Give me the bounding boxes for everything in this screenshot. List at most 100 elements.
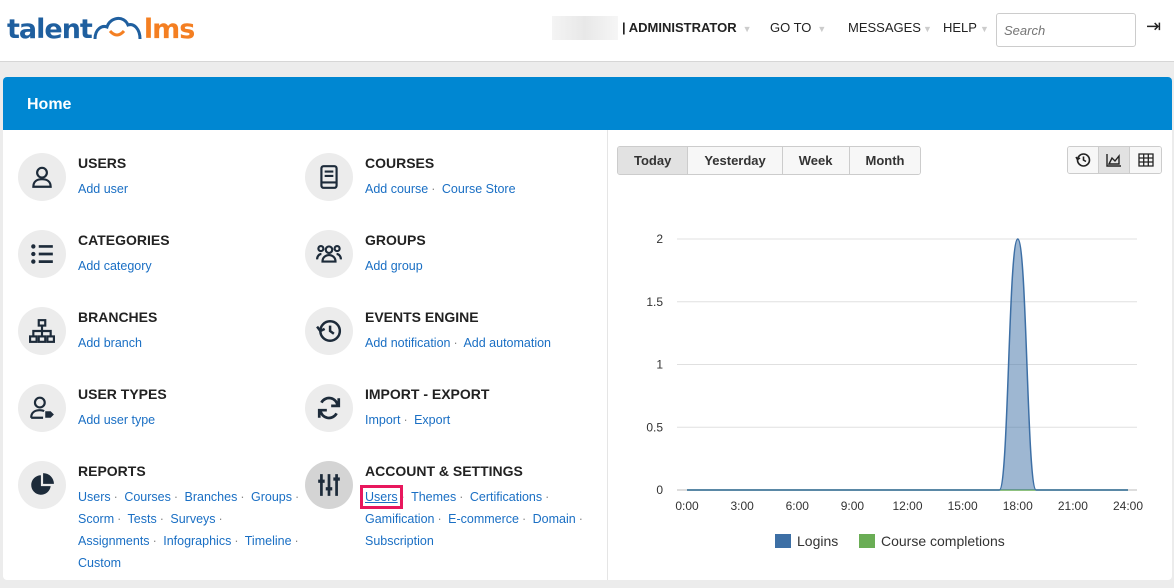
separator: ·: [400, 490, 405, 504]
separator: ·: [173, 490, 179, 504]
group-icon: [305, 230, 353, 278]
link-themes[interactable]: Themes: [411, 490, 457, 504]
separator: ·: [453, 336, 458, 350]
separator: ·: [578, 512, 583, 526]
tab-yesterday[interactable]: Yesterday: [688, 147, 783, 174]
x-tick-label: 12:00: [892, 499, 922, 513]
separator: ·: [459, 490, 464, 504]
caret-down-icon: ▼: [922, 24, 932, 34]
link-infographics[interactable]: Infographics: [163, 534, 232, 548]
divider: [607, 130, 608, 580]
link-add-category[interactable]: Add category: [78, 259, 152, 273]
history-icon: [1075, 153, 1091, 167]
table-icon: [1137, 153, 1154, 167]
link-export[interactable]: Export: [414, 413, 451, 427]
separator: ·: [521, 512, 527, 526]
legend-label: Course completions: [881, 533, 1005, 549]
link-add-group[interactable]: Add group: [365, 259, 423, 273]
series-area-logins: [687, 239, 1128, 490]
legend-swatch: [859, 534, 875, 548]
link-domain[interactable]: Domain: [532, 512, 576, 526]
tab-week[interactable]: Week: [782, 147, 850, 174]
section-account-settings: ACCOUNT & SETTINGS Users · Themes · Certifi…: [305, 461, 595, 548]
sitemap-icon: [18, 307, 66, 355]
logout-icon[interactable]: ⇥: [1146, 16, 1162, 36]
table-view-button[interactable]: [1130, 147, 1161, 173]
link-custom[interactable]: Custom: [78, 556, 122, 570]
link-branches[interactable]: Branches: [184, 490, 238, 504]
user-icon: [18, 153, 66, 201]
link-tests[interactable]: Tests: [127, 512, 157, 526]
goto-label: GO TO: [770, 20, 812, 35]
section-import-export: IMPORT - EXPORT Import · Export: [305, 384, 595, 454]
link-assignments[interactable]: Assignments: [78, 534, 150, 548]
link-courses[interactable]: Courses: [124, 490, 171, 504]
link-import[interactable]: Import: [365, 413, 401, 427]
section-links: Users · Courses · Branches · Groups · Scorm ·…: [78, 486, 303, 574]
link-certifications[interactable]: Certifications: [469, 490, 543, 504]
separator: ·: [152, 534, 157, 548]
link-subscription[interactable]: Subscription: [365, 534, 434, 548]
history-view-button[interactable]: [1068, 147, 1099, 173]
link-groups[interactable]: Groups: [250, 490, 292, 504]
section-title: GROUPS: [365, 232, 426, 248]
section-title: REPORTS: [78, 463, 146, 479]
x-tick-label: 9:00: [841, 499, 865, 513]
separator: ·: [218, 512, 223, 526]
link-timeline[interactable]: Timeline: [244, 534, 292, 548]
role-menu[interactable]: | ADMINISTRATOR ▼: [622, 20, 752, 35]
talentlms-logo[interactable]: talent lms: [7, 14, 195, 45]
separator: ·: [403, 413, 408, 427]
link-users[interactable]: Users: [360, 485, 403, 509]
link-add-branch[interactable]: Add branch: [78, 336, 142, 350]
x-tick-label: 6:00: [786, 499, 810, 513]
series-line-logins: [687, 238, 1128, 491]
link-users[interactable]: Users: [78, 490, 111, 504]
goto-menu[interactable]: GO TO ▼: [770, 20, 826, 35]
legend-logins[interactable]: Logins: [775, 533, 838, 549]
separator: ·: [159, 512, 164, 526]
y-tick-label: 2: [656, 232, 663, 246]
section-title: USERS: [78, 155, 127, 171]
x-tick-label: 0:00: [675, 499, 699, 513]
separator: ·: [294, 490, 300, 504]
search-input[interactable]: [996, 13, 1136, 47]
section-links: Add notification · Add automation: [365, 332, 590, 354]
chart-view-button[interactable]: [1099, 147, 1130, 173]
activity-chart: 0 0.5 1 1.5 2 0:00 3:00 6:00 9:00 12:00 15:00 18:00…: [646, 232, 1143, 513]
separator: ·: [545, 490, 550, 504]
link-add-automation[interactable]: Add automation: [463, 336, 552, 350]
help-menu[interactable]: HELP ▼: [943, 20, 989, 35]
y-tick-label: 1: [656, 358, 663, 372]
tab-today[interactable]: Today: [618, 147, 689, 174]
home-panel: Home USERS Add user COURSES Add course · Cou…: [3, 77, 1172, 580]
link-add-user[interactable]: Add user: [78, 182, 129, 196]
legend-course-completions[interactable]: Course completions: [859, 533, 1005, 549]
link-gamification[interactable]: Gamification: [365, 512, 435, 526]
sync-icon: [305, 384, 353, 432]
link-scorm[interactable]: Scorm: [78, 512, 115, 526]
username-blurred: [552, 16, 618, 40]
link-surveys[interactable]: Surveys: [170, 512, 216, 526]
list-icon: [18, 230, 66, 278]
logo-text-lms: lms: [143, 14, 195, 45]
section-user-types: USER TYPES Add user type: [18, 384, 308, 454]
section-links: Add category: [78, 255, 303, 277]
section-links: Add branch: [78, 332, 303, 354]
legend-swatch: [775, 534, 791, 548]
messages-menu[interactable]: MESSAGES ▼: [848, 20, 932, 35]
caret-down-icon: ▼: [817, 24, 827, 34]
section-links: Add course · Course Store: [365, 178, 590, 200]
x-tick-label: 21:00: [1058, 499, 1088, 513]
tab-month[interactable]: Month: [849, 147, 921, 174]
link-e-commerce[interactable]: E-commerce: [448, 512, 519, 526]
section-reports: REPORTS Users · Courses · Branches · Groups ·…: [18, 461, 308, 570]
section-title: IMPORT - EXPORT: [365, 386, 490, 402]
link-add-course[interactable]: Add course: [365, 182, 429, 196]
section-groups: GROUPS Add group: [305, 230, 595, 300]
pie-chart-icon: [18, 461, 66, 509]
link-course-store[interactable]: Course Store: [441, 182, 516, 196]
link-add-notification[interactable]: Add notification: [365, 336, 451, 350]
link-add-user-type[interactable]: Add user type: [78, 413, 156, 427]
x-tick-label: 18:00: [1003, 499, 1033, 513]
